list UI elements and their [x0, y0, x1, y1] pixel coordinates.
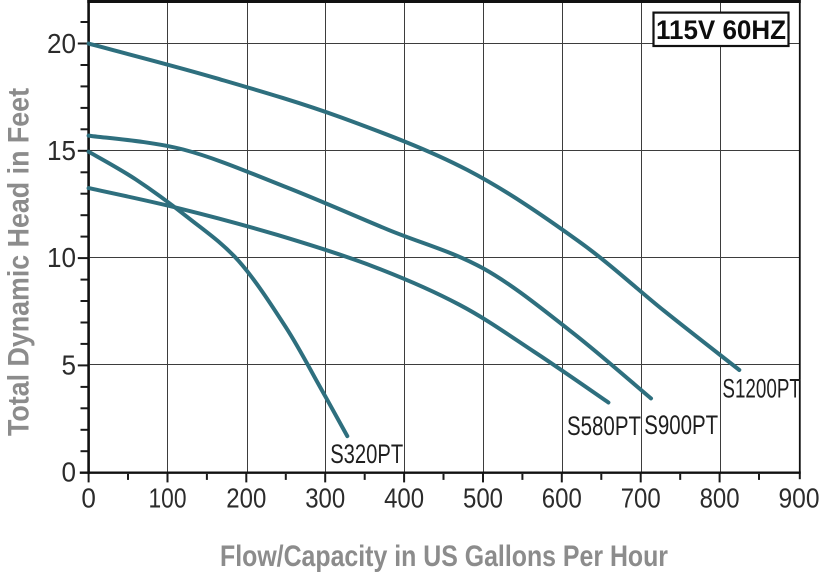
svg-text:0: 0 — [62, 456, 77, 487]
svg-text:0: 0 — [81, 483, 96, 514]
svg-text:100: 100 — [149, 483, 187, 514]
svg-text:900: 900 — [779, 483, 819, 514]
svg-text:S1200PT: S1200PT — [722, 374, 801, 404]
svg-text:600: 600 — [542, 483, 582, 514]
svg-text:S900PT: S900PT — [644, 410, 718, 440]
svg-text:115V 60HZ: 115V 60HZ — [656, 15, 786, 45]
svg-text:200: 200 — [226, 483, 266, 514]
svg-text:10: 10 — [47, 242, 76, 273]
svg-text:400: 400 — [384, 483, 424, 514]
svg-text:Flow/Capacity in US Gallons Pe: Flow/Capacity in US Gallons Per Hour — [220, 540, 668, 573]
svg-text:Total Dynamic Head in Feet: Total Dynamic Head in Feet — [3, 88, 36, 436]
svg-text:15: 15 — [47, 135, 76, 166]
svg-text:S580PT: S580PT — [567, 411, 641, 441]
svg-text:5: 5 — [62, 349, 77, 380]
svg-text:700: 700 — [621, 483, 661, 514]
svg-text:S320PT: S320PT — [330, 439, 403, 469]
svg-text:500: 500 — [463, 483, 503, 514]
svg-text:800: 800 — [700, 483, 740, 514]
svg-text:300: 300 — [305, 483, 345, 514]
svg-text:20: 20 — [47, 28, 76, 59]
